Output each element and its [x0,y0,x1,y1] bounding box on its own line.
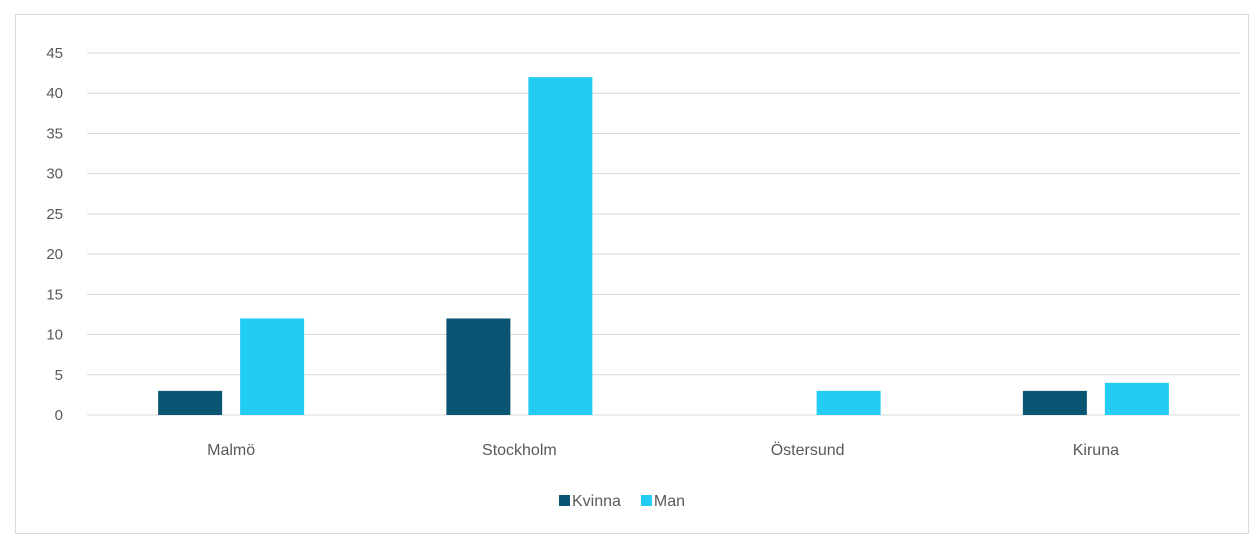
bar-man-0 [240,318,305,415]
y-tick-label: 25 [46,206,63,223]
bar-kvinna-3 [1022,390,1087,415]
y-axis-tick-labels: 0 5 10 15 20 25 30 35 40 45 [46,45,63,424]
x-category-label: Östersund [771,441,845,459]
y-tick-label: 45 [46,45,63,62]
bar-chart: 0 5 10 15 20 25 30 35 40 45 Malmö Stockholm Östersu… [46,45,1240,510]
x-category-label: Malmö [207,442,255,459]
y-tick-label: 35 [46,125,63,142]
y-tick-label: 20 [46,246,63,263]
bar-man-2 [816,390,881,415]
bars [158,77,1169,415]
bar-kvinna-1 [446,318,511,415]
legend-label-kvinna: Kvinna [572,493,621,510]
x-category-label: Stockholm [482,442,557,459]
legend-label-man: Man [654,493,685,510]
legend: Kvinna Man [559,493,685,510]
y-tick-label: 10 [46,327,63,344]
bar-man-1 [528,77,593,415]
y-tick-label: 40 [46,85,63,102]
bar-man-3 [1104,382,1169,415]
x-category-label: Kiruna [1073,442,1119,459]
x-axis-category-labels: Malmö Stockholm Östersund Kiruna [207,441,1119,459]
y-tick-label: 5 [55,367,63,384]
y-tick-label: 15 [46,286,63,303]
y-tick-label: 30 [46,166,63,183]
legend-swatch-kvinna [559,495,570,506]
y-tick-label: 0 [55,407,63,424]
legend-swatch-man [640,495,652,506]
bar-kvinna-0 [158,390,223,415]
chart-frame [15,14,1249,534]
